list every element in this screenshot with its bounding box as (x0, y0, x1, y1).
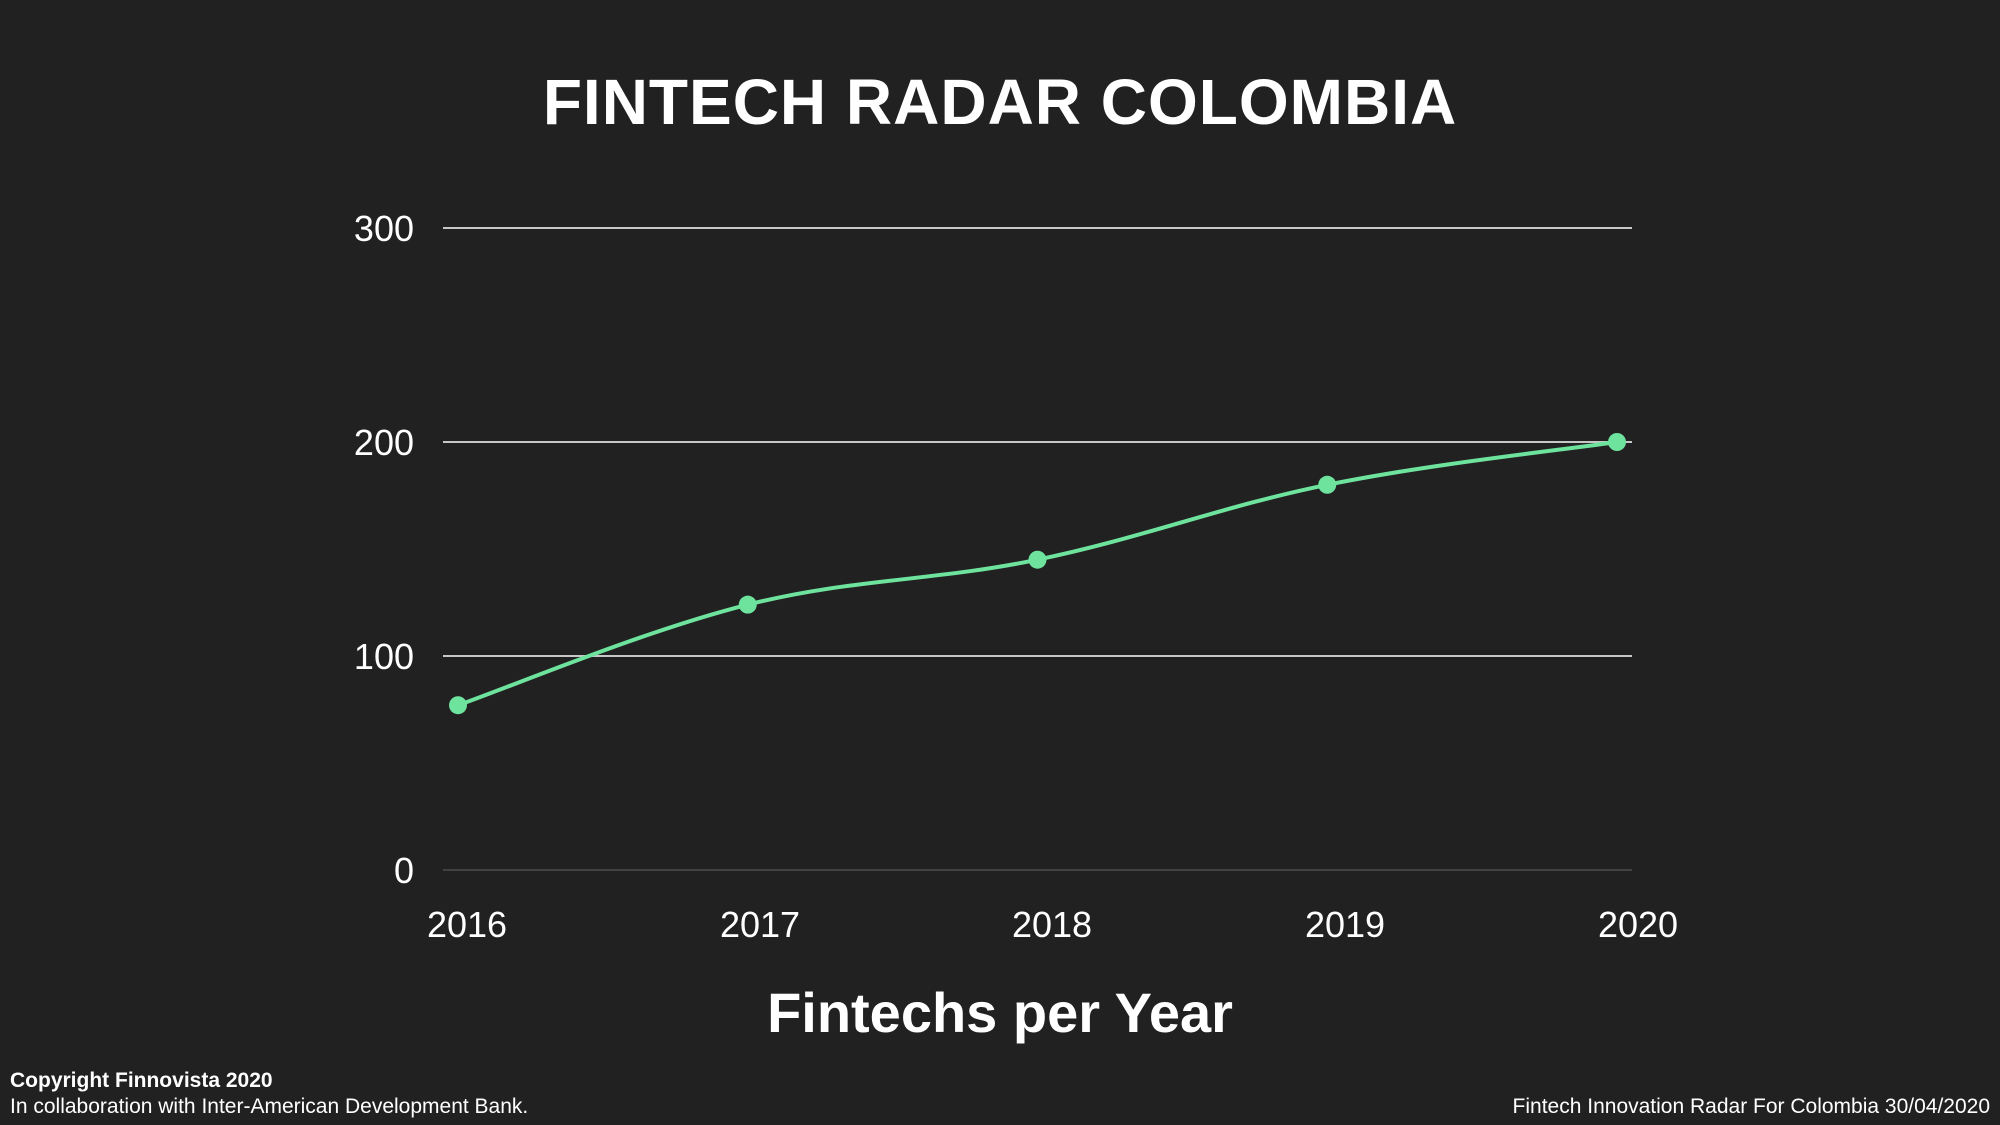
line-chart: 0 100 200 300 2016 2017 2018 2019 2020 (354, 208, 1678, 945)
chart-title: FINTECH RADAR COLOMBIA (542, 66, 1458, 138)
y-tick-label: 300 (354, 208, 414, 249)
x-axis-tick-labels: 2016 2017 2018 2019 2020 (427, 904, 1678, 945)
x-tick-label: 2018 (1012, 904, 1092, 945)
data-point-2019 (1318, 475, 1337, 494)
x-axis-label: Fintechs per Year (767, 981, 1233, 1044)
data-point-2017 (738, 595, 757, 614)
gridlines (443, 227, 1632, 871)
copyright-text: Copyright Finnovista 2020 (10, 1069, 273, 1092)
series-line (457, 440, 1618, 708)
x-tick-label: 2017 (720, 904, 800, 945)
data-point-2016 (449, 696, 467, 715)
collaboration-text: In collaboration with Inter-American Dev… (10, 1095, 529, 1118)
y-axis-tick-labels: 0 100 200 300 (354, 208, 414, 891)
footer-radar-date: Fintech Innovation Radar For Colombia 30… (1512, 1095, 1990, 1118)
y-tick-label: 0 (394, 850, 414, 891)
data-point-2020 (1608, 433, 1626, 451)
y-tick-label: 100 (354, 636, 414, 677)
data-point-2018 (1028, 550, 1047, 569)
x-tick-label: 2016 (427, 904, 507, 945)
x-tick-label: 2019 (1305, 904, 1385, 945)
series-layer (449, 433, 1626, 715)
y-tick-label: 200 (354, 422, 414, 463)
x-tick-label: 2020 (1598, 904, 1678, 945)
